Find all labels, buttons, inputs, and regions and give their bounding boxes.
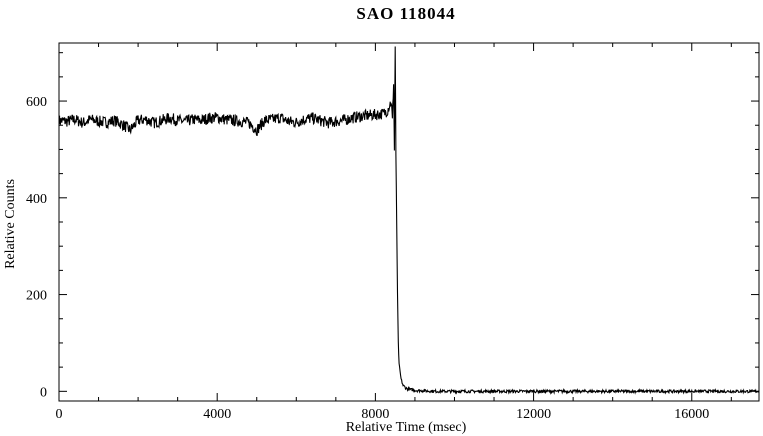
x-tick-label: 16000	[674, 407, 709, 422]
chart-title: SAO 118044	[356, 4, 455, 23]
y-tick-label: 600	[26, 95, 47, 110]
x-tick-label: 0	[56, 407, 63, 422]
series-line	[58, 46, 760, 395]
y-axis-label: Relative Counts	[3, 179, 18, 269]
x-tick-label: 8000	[361, 407, 389, 422]
x-axis-label: Relative Time (msec)	[346, 420, 467, 435]
axis-ticks	[58, 43, 759, 401]
y-tick-label: 400	[26, 192, 47, 207]
tick-labels: 0 4000 8000 12000 16000 0 200 400 600	[26, 95, 709, 422]
plot-frame	[58, 42, 760, 402]
x-tick-label: 12000	[516, 407, 551, 422]
x-tick-label: 4000	[203, 407, 231, 422]
y-tick-label: 200	[26, 289, 47, 304]
series-group	[58, 46, 760, 395]
y-tick-label: 0	[40, 385, 47, 400]
